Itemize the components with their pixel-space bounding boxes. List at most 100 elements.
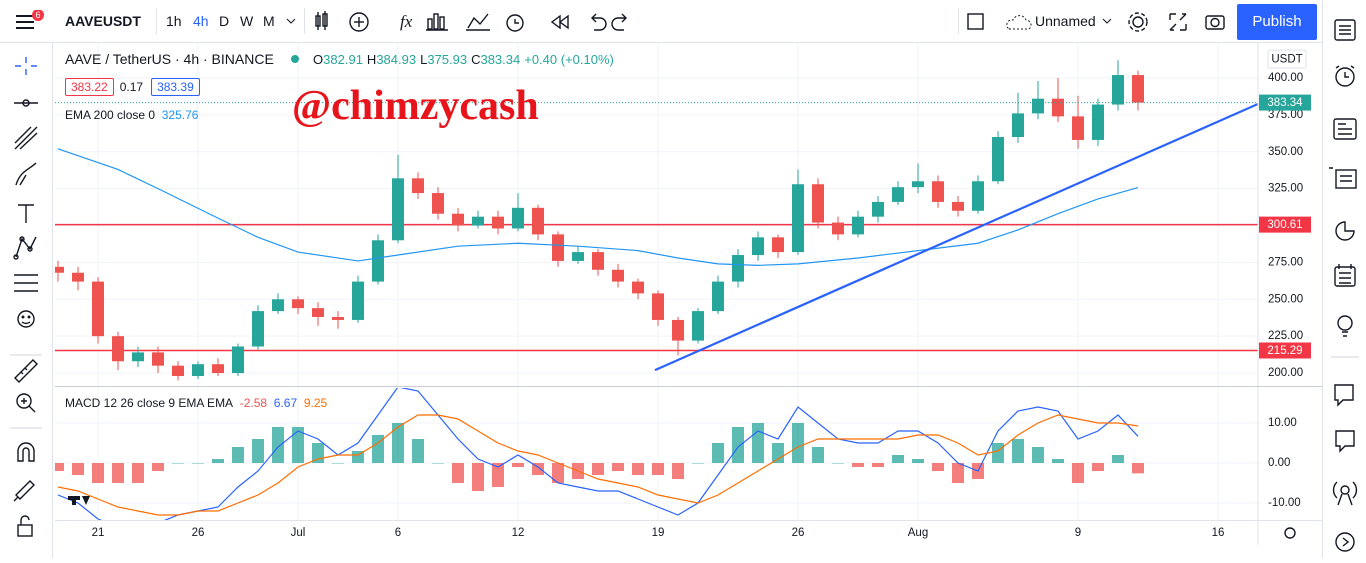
macd-histogram-bar (392, 423, 404, 463)
macd-histogram-bar (512, 463, 524, 467)
drawing-toolbar (0, 43, 53, 558)
cloud-icon[interactable] (1004, 12, 1034, 32)
interval[interactable]: 4h (193, 13, 209, 29)
y-tick-label: 400.00 (1268, 72, 1303, 84)
x-tick-label: 9 (1075, 527, 1081, 539)
macd-histogram-bar (72, 463, 84, 475)
ohlc-value: 383.34 (480, 52, 521, 67)
candle-body (92, 281, 104, 337)
currency: USDT (1271, 54, 1302, 66)
status-dot (291, 55, 300, 63)
macd-histogram-bar (192, 463, 204, 464)
interval[interactable]: W (240, 13, 254, 29)
macd-histogram-bar (732, 427, 744, 463)
watermark: @chimzycash (292, 83, 539, 129)
candle-body (632, 281, 644, 294)
macd-histogram-bar (772, 443, 784, 463)
candle-body (652, 293, 664, 320)
candle-body (292, 299, 304, 309)
x-tick-label: 16 (1212, 527, 1225, 539)
right-sidebar (1322, 0, 1366, 558)
candle-body (1012, 113, 1024, 138)
chevron[interactable] (1100, 14, 1114, 28)
macd-legend: MACD 12 26 close 9 EMA EMA -2.58 6.67 9.… (65, 396, 327, 410)
candle-body (752, 237, 764, 256)
candle-body (732, 255, 744, 282)
candle-body (55, 266, 64, 273)
candle-body (572, 252, 584, 261)
macd-histogram-bar (272, 427, 284, 463)
y-tick-label: 350.00 (1268, 146, 1303, 158)
candle-body (932, 181, 944, 202)
interval[interactable]: M (263, 13, 275, 29)
candle-body (612, 269, 624, 282)
candle-body (832, 222, 844, 235)
symbol[interactable]: AAVEUSDT (65, 13, 141, 29)
drawing-tools[interactable] (0, 43, 52, 558)
macd-histogram-bar (492, 463, 504, 487)
chart: USDT 21 26 Jul 6 12 19 26 Aug 9 16 200.00 225.00 250… (55, 43, 1322, 545)
ohlc-value: 384.93 (376, 52, 417, 67)
candle-body (312, 308, 324, 317)
y-tick-label: 200.00 (1268, 367, 1303, 379)
macd-histogram-bar (312, 443, 324, 463)
candle-body (452, 213, 464, 226)
sidebar-icons[interactable] (1323, 0, 1366, 558)
interval[interactable]: D (219, 13, 230, 29)
y-tick-label: 375.00 (1268, 109, 1303, 121)
candle-body (372, 240, 384, 282)
candle-body (392, 178, 404, 241)
publish-button[interactable]: Publish (1237, 4, 1317, 40)
candle-body (692, 311, 704, 341)
macd-histogram-bar (632, 463, 644, 475)
price-scale (1258, 43, 1322, 520)
macd-histogram-bar (932, 463, 944, 471)
interval[interactable]: 1h (166, 13, 182, 29)
candle-body (792, 184, 804, 253)
settings-icon[interactable] (1284, 527, 1296, 539)
macd-histogram-bar (432, 463, 444, 464)
macd-histogram-bar (92, 463, 104, 483)
x-tick-label: Aug (908, 527, 928, 539)
macd-tick-label: 0.00 (1268, 457, 1290, 469)
candle-body (812, 184, 824, 223)
candle-body (892, 187, 904, 202)
tv-logo (68, 496, 90, 505)
macd-histogram-bar (672, 463, 684, 479)
candle-body (592, 252, 604, 270)
macd-histogram-bar (872, 463, 884, 467)
y-tick-label: 325.00 (1268, 183, 1303, 195)
macd-histogram-bar (1112, 455, 1124, 463)
layout-icon[interactable] (966, 12, 986, 32)
last-price-bg (1259, 94, 1311, 111)
legend-row: AAVE / TetherUS · 4h · BINANCE O382.91 H3… (65, 51, 614, 67)
macd-histogram-bar (552, 463, 564, 483)
candle-body (872, 201, 884, 217)
candle-body (412, 178, 424, 194)
macd-tick-label: -10.00 (1268, 497, 1301, 509)
alert-badge: 6 (35, 10, 40, 20)
toolbar-right-icons[interactable] (1124, 8, 1234, 36)
candle-body (352, 281, 364, 320)
macd-histogram-bar (172, 463, 184, 464)
candle-body (232, 346, 244, 374)
ema-value: 325.76 (161, 108, 199, 122)
macd-histogram-bar (112, 463, 124, 483)
macd-histogram-bar (952, 463, 964, 483)
candle-body (1032, 98, 1044, 114)
menu-icon[interactable]: 6 (14, 10, 44, 36)
toolbar-icons[interactable]: fx (308, 8, 638, 36)
x-tick-label: 12 (512, 527, 525, 539)
chevron[interactable] (284, 14, 298, 28)
candle-body (212, 364, 224, 374)
x-tick-label: 26 (192, 527, 205, 539)
macd-histogram-bar (592, 463, 604, 475)
layout-name[interactable]: Unnamed (1035, 13, 1096, 29)
ohlc-letter: L (420, 52, 428, 67)
macd-histogram-bar (752, 423, 764, 463)
ohlc-letter: O (313, 52, 324, 67)
level-label-bg (1259, 216, 1311, 233)
macd-histogram-bar (692, 463, 704, 464)
ema-legend: EMA 200 close 0 325.76 (65, 108, 198, 122)
macd-histogram-bar (812, 447, 824, 463)
